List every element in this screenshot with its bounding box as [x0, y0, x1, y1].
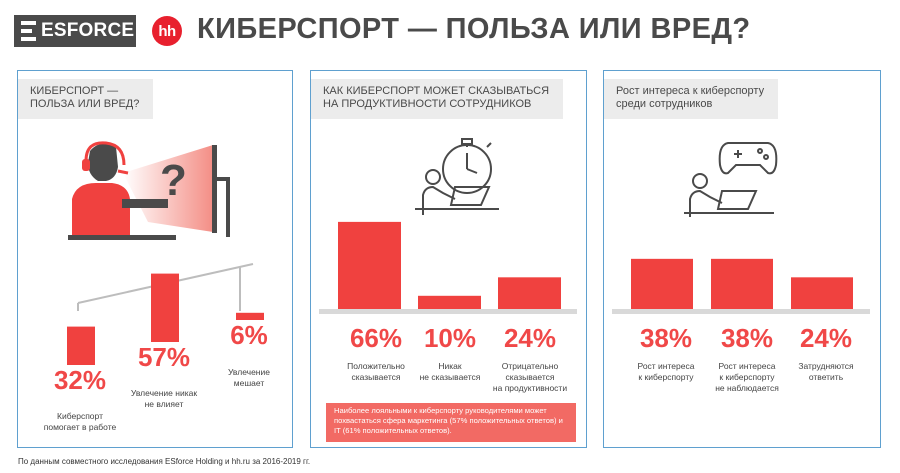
- esforce-logo: ESFORCE: [14, 15, 136, 47]
- source-footnote: По данным совместного исследования ESfor…: [18, 457, 311, 466]
- category-label: Никак не сказывается: [419, 361, 481, 382]
- bar: [498, 277, 561, 309]
- insight-note: Наиболее лояльными к киберспорту руковод…: [326, 403, 576, 442]
- value-label: 38%: [639, 323, 693, 353]
- category-label: Положительно сказывается: [347, 361, 405, 382]
- bar: [151, 273, 179, 342]
- chart-benefit: [67, 273, 264, 365]
- bar: [338, 221, 401, 309]
- stopwatch-worker-icon: [415, 138, 499, 215]
- bar: [67, 326, 95, 365]
- bar: [631, 258, 693, 309]
- baseline: [319, 309, 577, 314]
- page-title: КИБЕРСПОРТ — ПОЛЬЗА ИЛИ ВРЕД?: [197, 13, 751, 45]
- bar: [791, 277, 853, 309]
- esforce-logo-mark: [21, 21, 36, 41]
- chart-interest: [612, 258, 870, 314]
- chart-productivity: [319, 221, 577, 314]
- bar: [236, 312, 264, 320]
- category-label: Отрицательно сказывается на продуктивнос…: [492, 361, 568, 393]
- panel1-title: КИБЕРСПОРТ — ПОЛЬЗА ИЛИ ВРЕД?: [18, 79, 154, 119]
- value-label: 32%: [53, 365, 107, 395]
- value-label: 66%: [349, 323, 403, 353]
- category-label: Рост интереса к киберспорту: [637, 361, 695, 382]
- panel-interest-growth: Рост интереса к киберспорту среди сотруд…: [603, 70, 881, 448]
- value-label: 24%: [503, 323, 557, 353]
- hh-logo: hh: [152, 16, 182, 46]
- value-label: 10%: [423, 323, 477, 353]
- category-label: Увлечение никак не влияет: [130, 388, 198, 409]
- bar: [711, 258, 773, 309]
- baseline: [612, 309, 870, 314]
- value-label: 57%: [137, 342, 191, 372]
- value-label: 6%: [230, 320, 268, 350]
- panel3-title: Рост интереса к киберспорту среди сотруд…: [604, 79, 779, 119]
- gamepad-worker-icon: [684, 142, 778, 217]
- panel2-title: КАК КИБЕРСПОРТ МОЖЕТ СКАЗЫВАТЬСЯ НА ПРОД…: [311, 79, 564, 119]
- question-mark: ?: [160, 156, 187, 205]
- category-label: Киберспорт помогает в работе: [43, 411, 117, 432]
- panel-productivity: КАК КИБЕРСПОРТ МОЖЕТ СКАЗЫВАТЬСЯ НА ПРОД…: [310, 70, 587, 448]
- bar: [418, 295, 481, 309]
- esforce-logo-text: ESFORCE: [41, 20, 135, 41]
- gamer-illustration: ?: [68, 141, 230, 240]
- category-label: Увлечение мешает: [228, 367, 270, 388]
- category-label: Рост интереса к киберспорту не наблюдает…: [715, 361, 779, 393]
- value-label: 24%: [799, 323, 853, 353]
- category-label: Затрудняются ответить: [798, 361, 854, 382]
- value-label: 38%: [720, 323, 774, 353]
- panel-esports-benefit: КИБЕРСПОРТ — ПОЛЬЗА ИЛИ ВРЕД? ? 32% Кибе…: [17, 70, 293, 448]
